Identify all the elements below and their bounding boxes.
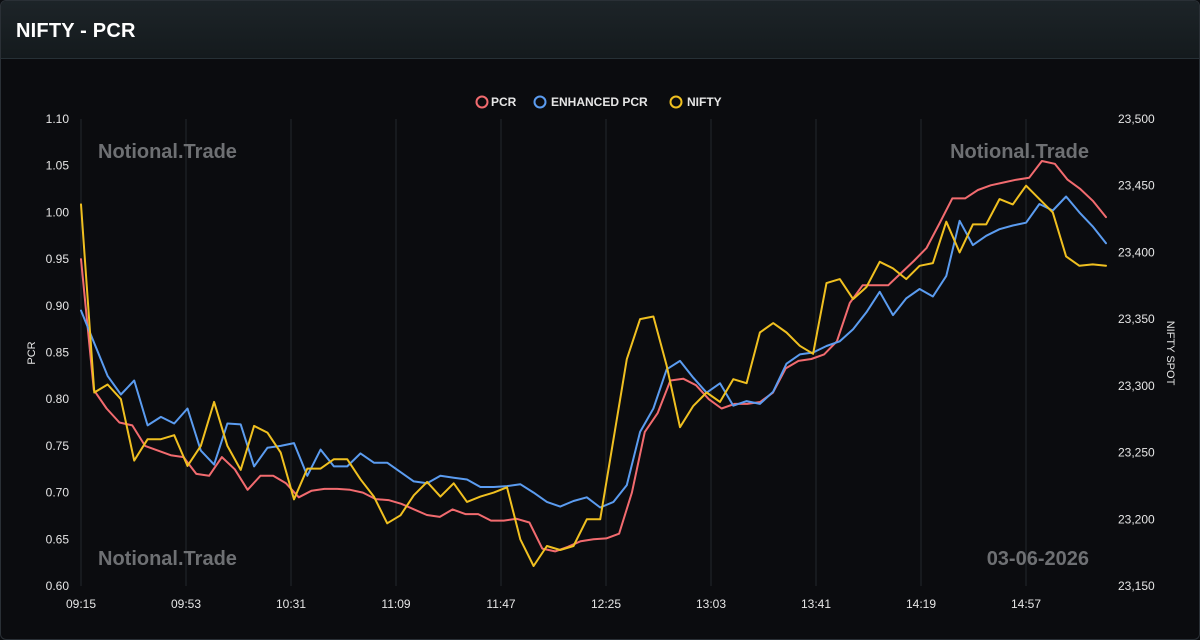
legend-item-pcr[interactable]: PCR — [475, 95, 517, 109]
y-tick-label: 0.85 — [46, 346, 70, 360]
y-tick-label: 0.90 — [46, 299, 70, 313]
x-tick-label: 09:53 — [171, 597, 201, 611]
date-label: 03-06-2026 — [987, 548, 1089, 570]
y-tick-label: 0.95 — [46, 252, 70, 266]
y2-tick-label: 23,500 — [1118, 112, 1155, 126]
watermark-top-right: Notional.Trade — [950, 141, 1089, 163]
series-layer — [80, 160, 1107, 567]
y2-tick-label: 23,150 — [1118, 579, 1155, 593]
legend-label-enhanced-pcr: ENHANCED PCR — [551, 95, 648, 109]
y-axis-right: 23,150 23,200 23,250 23,300 23,350 23,400 23,4… — [1118, 112, 1155, 593]
watermark-layer: Notional.Trade Notional.Trade Notional.T… — [98, 141, 1089, 570]
y2-tick-label: 23,350 — [1118, 312, 1155, 326]
pcr-line-chart: Notional.Trade Notional.Trade Notional.T… — [26, 95, 1176, 611]
y-tick-label: 0.65 — [46, 532, 70, 546]
series-line-pcr — [80, 160, 1107, 553]
x-axis: 09:15 09:53 10:31 11:09 11:47 12:25 13:03 13:41… — [66, 597, 1041, 611]
y2-axis-title: NIFTY SPOT — [1164, 321, 1176, 386]
legend-item-nifty[interactable]: NIFTY — [669, 95, 722, 109]
y2-tick-label: 23,200 — [1118, 512, 1155, 526]
y-tick-label: 0.75 — [46, 439, 70, 453]
x-tick-label: 09:15 — [66, 597, 96, 611]
x-tick-label: 13:03 — [696, 597, 726, 611]
x-tick-label: 12:25 — [591, 597, 621, 611]
legend-label-nifty: NIFTY — [687, 95, 722, 109]
legend: PCR ENHANCED PCR NIFTY — [475, 95, 722, 109]
series-line-nifty — [80, 184, 1107, 567]
watermark-bottom-left: Notional.Trade — [98, 548, 237, 570]
panel-header: NIFTY - PCR — [1, 1, 1199, 59]
y2-tick-label: 23,400 — [1118, 245, 1155, 259]
y-tick-label: 0.60 — [46, 579, 70, 593]
x-tick-label: 14:57 — [1011, 597, 1041, 611]
y2-tick-label: 23,250 — [1118, 446, 1155, 460]
watermark-top-left: Notional.Trade — [98, 141, 237, 163]
grid — [80, 119, 1027, 586]
y2-tick-label: 23,450 — [1118, 179, 1155, 193]
series-line-enhanced-pcr — [80, 195, 1107, 509]
y-tick-label: 1.00 — [46, 205, 70, 219]
y-axis-title: PCR — [26, 341, 38, 364]
x-tick-label: 11:47 — [486, 597, 515, 611]
legend-marker-nifty — [669, 95, 683, 109]
x-tick-label: 10:31 — [276, 597, 306, 611]
legend-item-enhanced-pcr[interactable]: ENHANCED PCR — [533, 95, 649, 109]
y-tick-label: 0.80 — [46, 392, 70, 406]
y-tick-label: 0.70 — [46, 486, 70, 500]
y2-tick-label: 23,300 — [1118, 379, 1155, 393]
legend-label-pcr: PCR — [491, 95, 517, 109]
y-tick-label: 1.05 — [46, 159, 70, 173]
y-axis-left: 0.60 0.65 0.70 0.75 0.80 0.85 0.90 0.95 1.00 1.05… — [46, 112, 70, 593]
x-tick-label: 13:41 — [801, 597, 831, 611]
legend-marker-pcr — [475, 95, 489, 109]
page-title: NIFTY - PCR — [16, 20, 136, 42]
legend-marker-enhanced-pcr — [533, 95, 547, 109]
x-tick-label: 14:19 — [906, 597, 936, 611]
x-tick-label: 11:09 — [381, 597, 410, 611]
y-tick-label: 1.10 — [46, 112, 70, 126]
